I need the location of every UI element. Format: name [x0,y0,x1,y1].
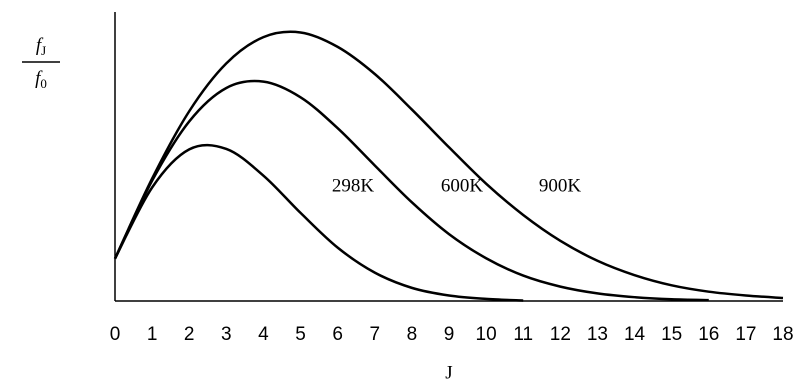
x-tick-label: 6 [332,324,343,345]
x-tick-label: 8 [407,324,418,345]
x-tick-label: 7 [369,324,380,345]
x-tick-label: 2 [184,324,195,345]
x-tick-label: 1 [147,324,158,345]
x-tick-label: 11 [513,324,533,345]
y-label-numerator: fJ [36,35,46,58]
x-axis-label: J [445,362,452,383]
series-label: 600K [441,175,484,196]
x-tick-label: 12 [550,324,571,345]
x-tick-label: 14 [624,324,646,345]
x-tick-label: 5 [295,324,306,345]
x-tick-label: 18 [772,324,793,345]
series-line [113,30,784,300]
series-label: 298K [332,175,375,196]
y-label-subscript: 0 [40,76,47,91]
x-tick-label: 0 [110,324,121,345]
y-label-symbol: f [35,68,43,89]
x-tick-label: 9 [444,324,455,345]
x-tick-label: 17 [735,324,756,345]
x-tick-label: 15 [661,324,682,345]
x-tick-label: 10 [476,324,497,345]
y-label-subscript: J [41,43,46,58]
x-tick-label: 16 [698,324,719,345]
series-line [113,143,524,302]
x-tick-label: 4 [258,324,269,345]
y-label-denominator: f0 [35,68,47,91]
series-label: 900K [539,175,582,196]
x-tick-label: 13 [587,324,608,345]
y-label-symbol: f [36,35,44,56]
x-tick-label: 3 [221,324,232,345]
series-line [113,79,709,302]
